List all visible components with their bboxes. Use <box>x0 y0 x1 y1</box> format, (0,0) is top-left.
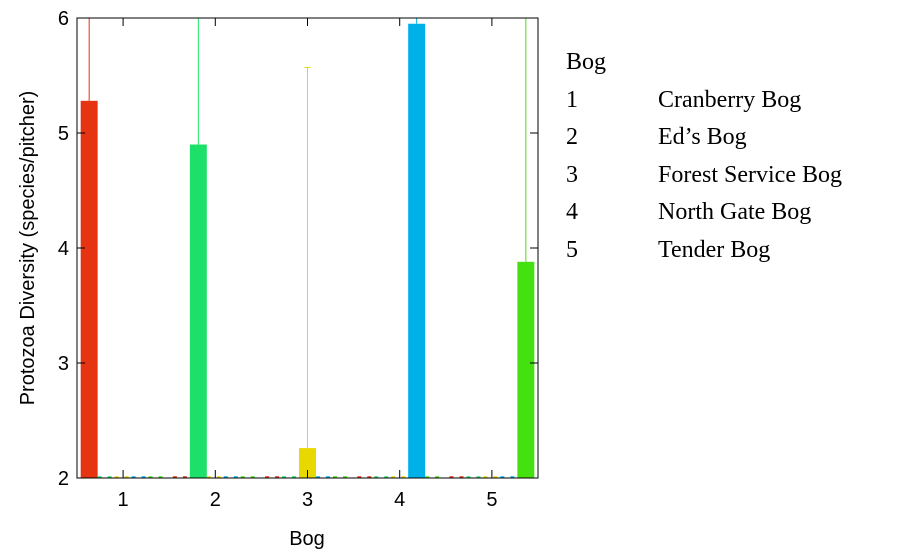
bar-chart: 2 3 4 5 6 1 2 3 4 5 Bog Protozoa Diversity (spec… <box>17 8 539 550</box>
bar-bog-5-cat-5 <box>517 261 535 478</box>
legend-title: Bog <box>566 49 607 75</box>
bar-bog-2-cat-2 <box>189 144 207 478</box>
x-tick-label: 4 <box>394 489 405 511</box>
legend-item-1: 1 Cranberry Bog <box>566 82 842 120</box>
legend-item-number: 2 <box>566 124 578 150</box>
legend-item-number: 4 <box>566 199 578 225</box>
legend-item-label: Forest Service Bog <box>658 161 842 188</box>
legend-item-4: 4 North Gate Bog <box>566 194 842 232</box>
legend-item-5: 5 Tender Bog <box>566 232 842 270</box>
legend-item-number: 1 <box>566 86 578 113</box>
y-tick-label: 6 <box>58 8 69 30</box>
y-tick-label: 5 <box>58 123 69 145</box>
legend-item-3: 3 Forest Service Bog <box>566 157 842 195</box>
legend-item-number: 3 <box>566 161 578 188</box>
bars-layer <box>80 23 535 479</box>
bar-bog-4-cat-4 <box>408 23 426 478</box>
x-axis-label: Bog <box>289 528 325 550</box>
bar-bog-1-cat-1 <box>80 100 98 479</box>
y-tick-label: 3 <box>58 353 69 375</box>
y-tick-label: 2 <box>58 468 69 490</box>
legend-item-label: Tender Bog <box>658 236 771 263</box>
y-axis: 2 3 4 5 6 <box>58 8 538 490</box>
legend-item-label: Ed’s Bog <box>658 124 747 150</box>
legend: Bog 1 Cranberry Bog 2 Ed’s Bog 3 Forest … <box>566 44 842 269</box>
x-tick-label: 2 <box>210 489 221 511</box>
bar-bog-3-cat-3 <box>299 448 316 478</box>
x-tick-label: 1 <box>118 489 129 511</box>
x-tick-label: 3 <box>302 489 313 511</box>
legend-item-label: North Gate Bog <box>658 199 812 225</box>
x-tick-label: 5 <box>486 489 497 511</box>
legend-item-2: 2 Ed’s Bog <box>566 119 842 157</box>
y-axis-label: Protozoa Diversity (species/pitcher) <box>17 91 39 406</box>
legend-item-number: 5 <box>566 236 578 263</box>
error-bars-layer <box>88 18 527 449</box>
y-tick-label: 4 <box>58 238 69 260</box>
x-axis: 1 2 3 4 5 <box>118 18 497 511</box>
legend-item-label: Cranberry Bog <box>658 86 802 113</box>
